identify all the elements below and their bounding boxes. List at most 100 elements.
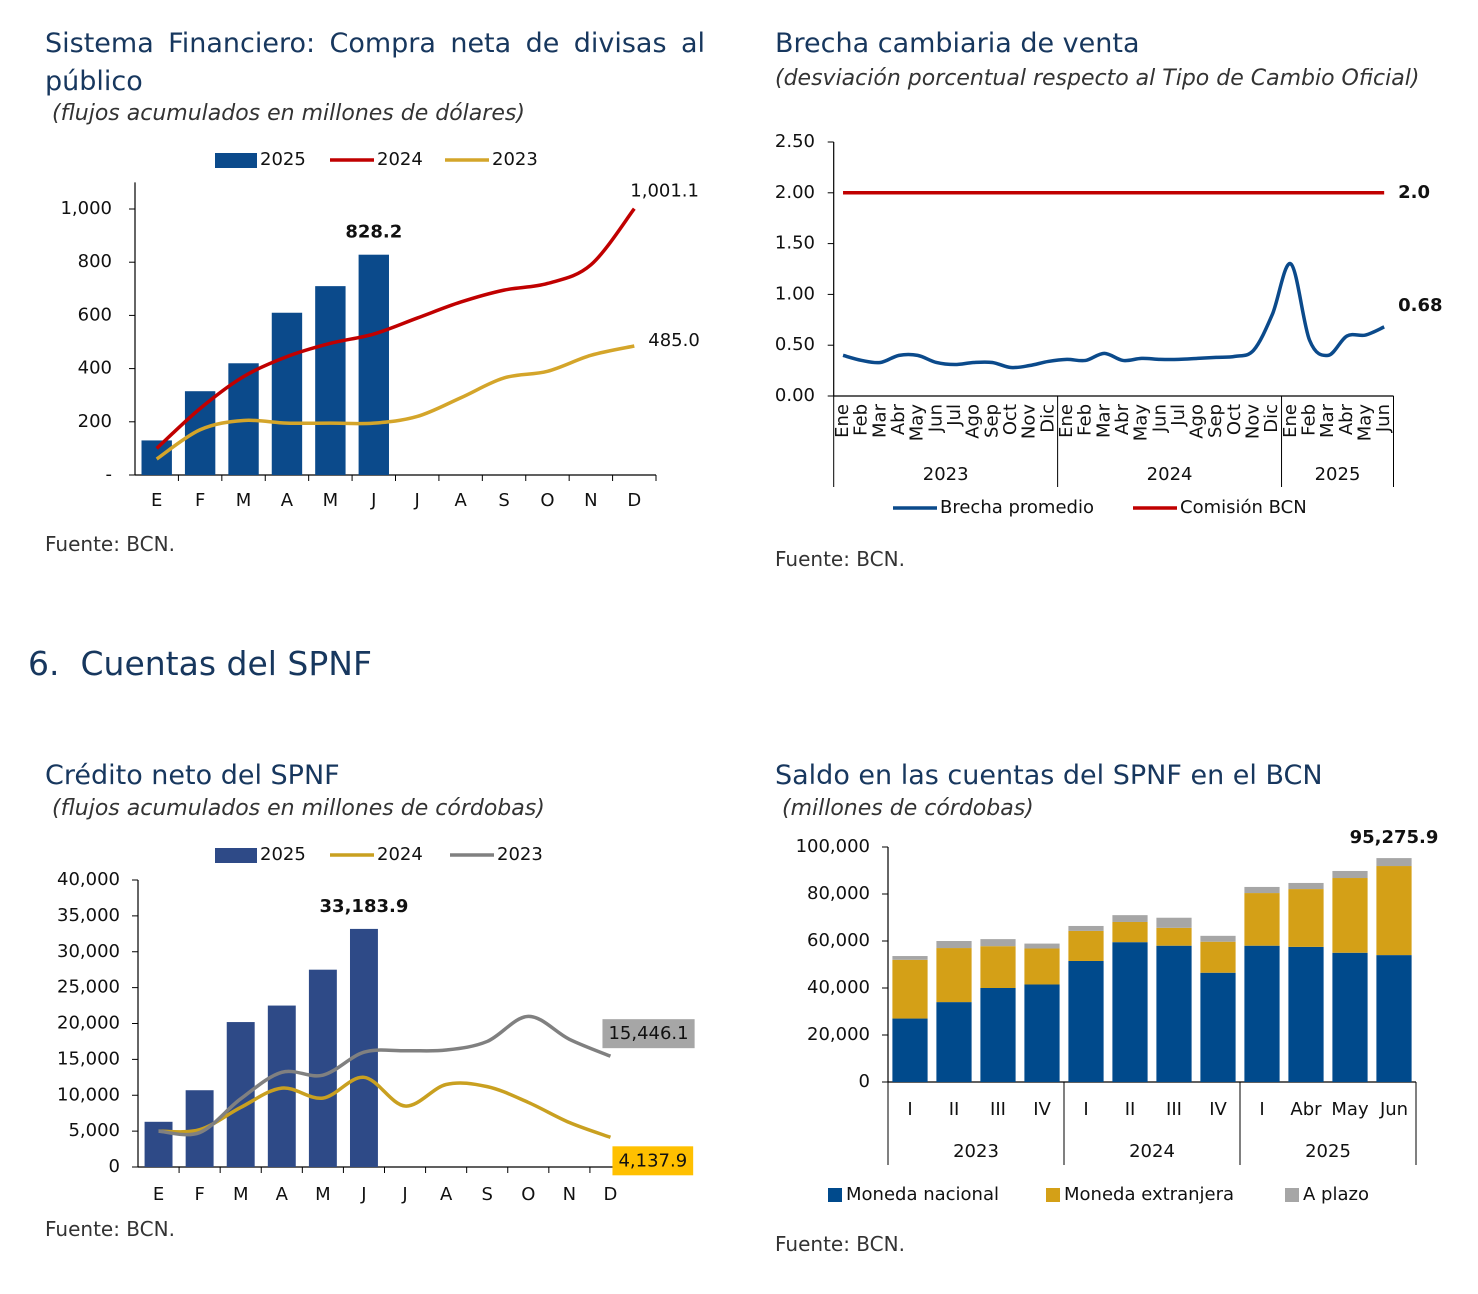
- bar-segment: [1376, 858, 1412, 867]
- y-tick-label: 2.00: [775, 182, 815, 203]
- bar-segment: [1112, 921, 1148, 943]
- bar-segment: [1288, 946, 1324, 1082]
- x-tick-label: May: [1331, 1099, 1369, 1120]
- x-tick-label: F: [195, 490, 205, 511]
- bar: [226, 1022, 255, 1167]
- chart-title: Saldo en las cuentas del SPNF en el BCN: [775, 760, 1323, 791]
- x-tick-label: M: [315, 1184, 331, 1205]
- x-tick-label: E: [153, 1184, 164, 1205]
- bar-segment: [1156, 917, 1192, 928]
- group-label: 2023: [953, 1141, 999, 1162]
- bar-segment: [1244, 945, 1280, 1082]
- x-tick-label: May: [907, 404, 928, 442]
- bar-segment: [1244, 886, 1280, 894]
- x-tick-label: Sep: [1205, 404, 1226, 438]
- legend-label: Comisión BCN: [1180, 497, 1307, 518]
- x-tick-label: Mar: [1093, 403, 1114, 438]
- x-tick-label: D: [627, 490, 641, 511]
- legend-label: Brecha promedio: [940, 497, 1094, 518]
- bar-segment: [1332, 952, 1368, 1082]
- y-tick-label: 0: [109, 1156, 120, 1177]
- x-tick-label: E: [151, 490, 162, 511]
- x-tick-label: A: [281, 490, 294, 511]
- x-tick-label: S: [481, 1184, 492, 1205]
- x-tick-label: O: [540, 490, 554, 511]
- data-label-box: [602, 1019, 695, 1049]
- y-tick-label: 15,000: [57, 1048, 120, 1069]
- x-tick-label: M: [323, 490, 339, 511]
- y-tick-label: 800: [78, 251, 112, 272]
- legend-label: A plazo: [1303, 1184, 1369, 1205]
- chart-source: Fuente: BCN.: [45, 532, 175, 556]
- bar: [144, 1121, 173, 1167]
- data-label: 1,001.1: [630, 181, 699, 202]
- bar: [267, 1005, 296, 1167]
- y-tick-label: 40,000: [57, 869, 120, 890]
- x-tick-label: D: [604, 1184, 618, 1205]
- x-tick-label: Jun: [925, 404, 946, 433]
- x-tick-label: J: [414, 490, 420, 511]
- x-tick-label: Oct: [1000, 404, 1021, 435]
- bar-segment: [1024, 943, 1060, 949]
- y-tick-label: -: [106, 464, 113, 485]
- x-tick-label: IV: [1033, 1099, 1051, 1120]
- bar-segment: [1332, 878, 1368, 953]
- chart-subtitle: (millones de córdobas): [782, 796, 1034, 821]
- section-title: Cuentas del SPNF: [80, 644, 372, 683]
- legend-label: Moneda nacional: [846, 1184, 999, 1205]
- x-tick-label: Nov: [1243, 404, 1264, 439]
- data-label: 828.2: [345, 222, 402, 243]
- chart-subtitle: (flujos acumulados en millones de córdob…: [52, 796, 545, 821]
- bar-segment: [980, 988, 1016, 1082]
- x-tick-label: Jun: [1373, 404, 1394, 433]
- chart-source: Fuente: BCN.: [775, 1232, 905, 1256]
- y-tick-label: 400: [78, 358, 112, 379]
- x-tick-label: J: [360, 1184, 366, 1205]
- x-tick-label: Mar: [869, 403, 890, 438]
- bar-segment: [1244, 893, 1280, 946]
- legend-label: 2025: [260, 149, 306, 170]
- bar: [308, 969, 337, 1167]
- bar-segment: [1024, 948, 1060, 985]
- bar-segment: [892, 956, 928, 960]
- bar-segment: [892, 959, 928, 1019]
- y-tick-label: 1,000: [60, 198, 112, 219]
- legend-label: 2024: [377, 844, 423, 865]
- chart-title: Crédito neto del SPNF: [45, 760, 340, 791]
- y-tick-label: 80,000: [807, 883, 870, 904]
- x-tick-label: III: [1166, 1099, 1182, 1120]
- bar-segment: [1156, 945, 1192, 1082]
- x-tick-label: N: [563, 1184, 576, 1205]
- x-tick-label: Feb: [851, 404, 872, 436]
- x-tick-label: J: [401, 1184, 407, 1205]
- legend-swatch: [215, 153, 257, 168]
- group-label: 2025: [1315, 464, 1361, 485]
- chart-plot: - 200 400 600 800 1,000 E F M A M J J A S O N D 828.2 1,001…: [60, 149, 699, 511]
- x-tick-label: IV: [1209, 1099, 1227, 1120]
- chart-title: Sistema Financiero: Compra neta de divis…: [45, 28, 705, 97]
- legend-swatch: [215, 848, 257, 863]
- y-tick-label: 10,000: [57, 1084, 120, 1105]
- x-tick-label: Feb: [1299, 404, 1320, 436]
- bar-segment: [1156, 927, 1192, 946]
- x-tick-label: I: [1083, 1099, 1088, 1120]
- data-label: 2.0: [1398, 182, 1430, 203]
- line: [155, 207, 636, 450]
- x-tick-label: A: [454, 490, 467, 511]
- y-tick-label: 200: [78, 411, 112, 432]
- group-label: 2025: [1305, 1141, 1351, 1162]
- data-label-box: [612, 1146, 694, 1176]
- x-tick-label: Jun: [1379, 1099, 1408, 1120]
- y-tick-label: 20,000: [807, 1024, 870, 1045]
- legend-swatch: [1046, 1188, 1060, 1202]
- x-tick-label: Mar: [1317, 403, 1338, 438]
- y-tick-label: 600: [78, 304, 112, 325]
- bar-segment: [1200, 935, 1236, 942]
- y-tick-label: 100,000: [796, 836, 870, 857]
- x-tick-label: I: [1259, 1099, 1264, 1120]
- chart-plot: 0.000.501.001.502.002.50EneFebMarAbrMayJ…: [775, 131, 1443, 518]
- x-tick-label: Nov: [1019, 404, 1040, 439]
- data-label: 4,137.9: [618, 1150, 687, 1171]
